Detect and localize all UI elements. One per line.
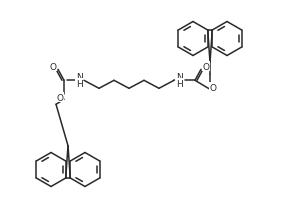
- Text: O: O: [209, 83, 217, 92]
- Text: H: H: [176, 79, 182, 88]
- Text: O: O: [50, 62, 56, 71]
- Text: O: O: [203, 62, 209, 71]
- Text: N: N: [76, 72, 82, 81]
- Text: H: H: [76, 79, 82, 88]
- Text: O: O: [56, 93, 64, 102]
- Text: N: N: [176, 72, 182, 81]
